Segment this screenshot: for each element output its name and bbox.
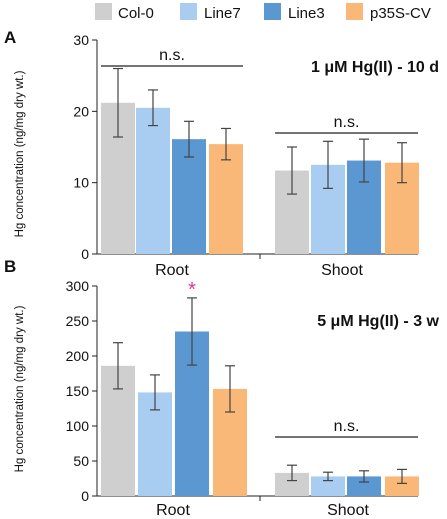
legend-item-col0: Col-0 <box>95 3 154 22</box>
panel-a-bar <box>209 144 243 254</box>
panel-b-ytick-label: 200 <box>66 348 90 364</box>
legend-label-col0: Col-0 <box>118 5 154 22</box>
panel-b-ytick-label: 0 <box>81 488 89 504</box>
legend-swatch-p35scv <box>346 3 363 20</box>
panel-a-category-label: Root <box>155 262 189 279</box>
panel-a-bar <box>136 107 170 255</box>
panel-b-bar <box>347 476 381 496</box>
panel-b-label: B <box>4 257 16 276</box>
panel-b-bar <box>311 476 345 496</box>
legend: Col-0 Line7 Line3 p35S-CV <box>95 3 431 22</box>
panel-b-ytick-label: 100 <box>66 418 90 434</box>
legend-swatch-col0 <box>95 3 112 20</box>
panel-b-category-label: Root <box>156 502 190 519</box>
legend-swatch-line3 <box>264 3 281 20</box>
legend-label-p35scv: p35S-CV <box>370 5 431 22</box>
panel-b-plot: 0 50 100 150 200 250 300 Root Shoot n.s. * <box>66 278 419 519</box>
panel-b-ytick-label: 150 <box>66 383 90 399</box>
panel-a-annotation: 1 μM Hg(II) - 10 d <box>311 59 439 76</box>
legend-swatch-line7 <box>180 3 197 20</box>
legend-item-line7: Line7 <box>180 3 241 22</box>
panel-b-significance-star: * <box>188 279 196 301</box>
panel-b-bar <box>275 472 309 496</box>
panel-a-plot: 0 10 20 30 Root Shoot n.s. n.s. <box>73 32 419 279</box>
panel-b-ytick-label: 50 <box>73 453 89 469</box>
panel-a-bar <box>172 139 206 254</box>
legend-label-line3: Line3 <box>288 5 325 22</box>
legend-item-line3: Line3 <box>264 3 325 22</box>
panel-a-significance-label: n.s. <box>159 47 185 64</box>
panel-b-annotation: 5 μM Hg(II) - 3 w <box>317 313 439 330</box>
panel-a-ytick-label: 10 <box>73 175 89 191</box>
panel-a-ytick-label: 0 <box>81 246 89 262</box>
panel-a-ytick-label: 30 <box>73 32 89 48</box>
panel-b-ytick-label: 250 <box>66 313 90 329</box>
legend-label-line7: Line7 <box>204 5 241 22</box>
panel-a-significance-label: n.s. <box>334 114 360 131</box>
panel-a-ylabel: Hg concentration (ng/mg dry wt.) <box>14 70 26 237</box>
panel-b-ytick-label: 300 <box>66 278 90 294</box>
panel-b-bar <box>385 476 419 496</box>
panel-a-category-label: Shoot <box>321 262 363 279</box>
panel-b-significance-label: n.s. <box>334 418 360 435</box>
panel-a-label: A <box>4 28 16 47</box>
panel-b-ylabel: Hg concentration (ng/mg dry wt.) <box>14 305 26 472</box>
panel-a-ytick-label: 20 <box>73 103 89 119</box>
legend-item-p35scv: p35S-CV <box>346 3 431 22</box>
panel-b-category-label: Shoot <box>327 502 369 519</box>
